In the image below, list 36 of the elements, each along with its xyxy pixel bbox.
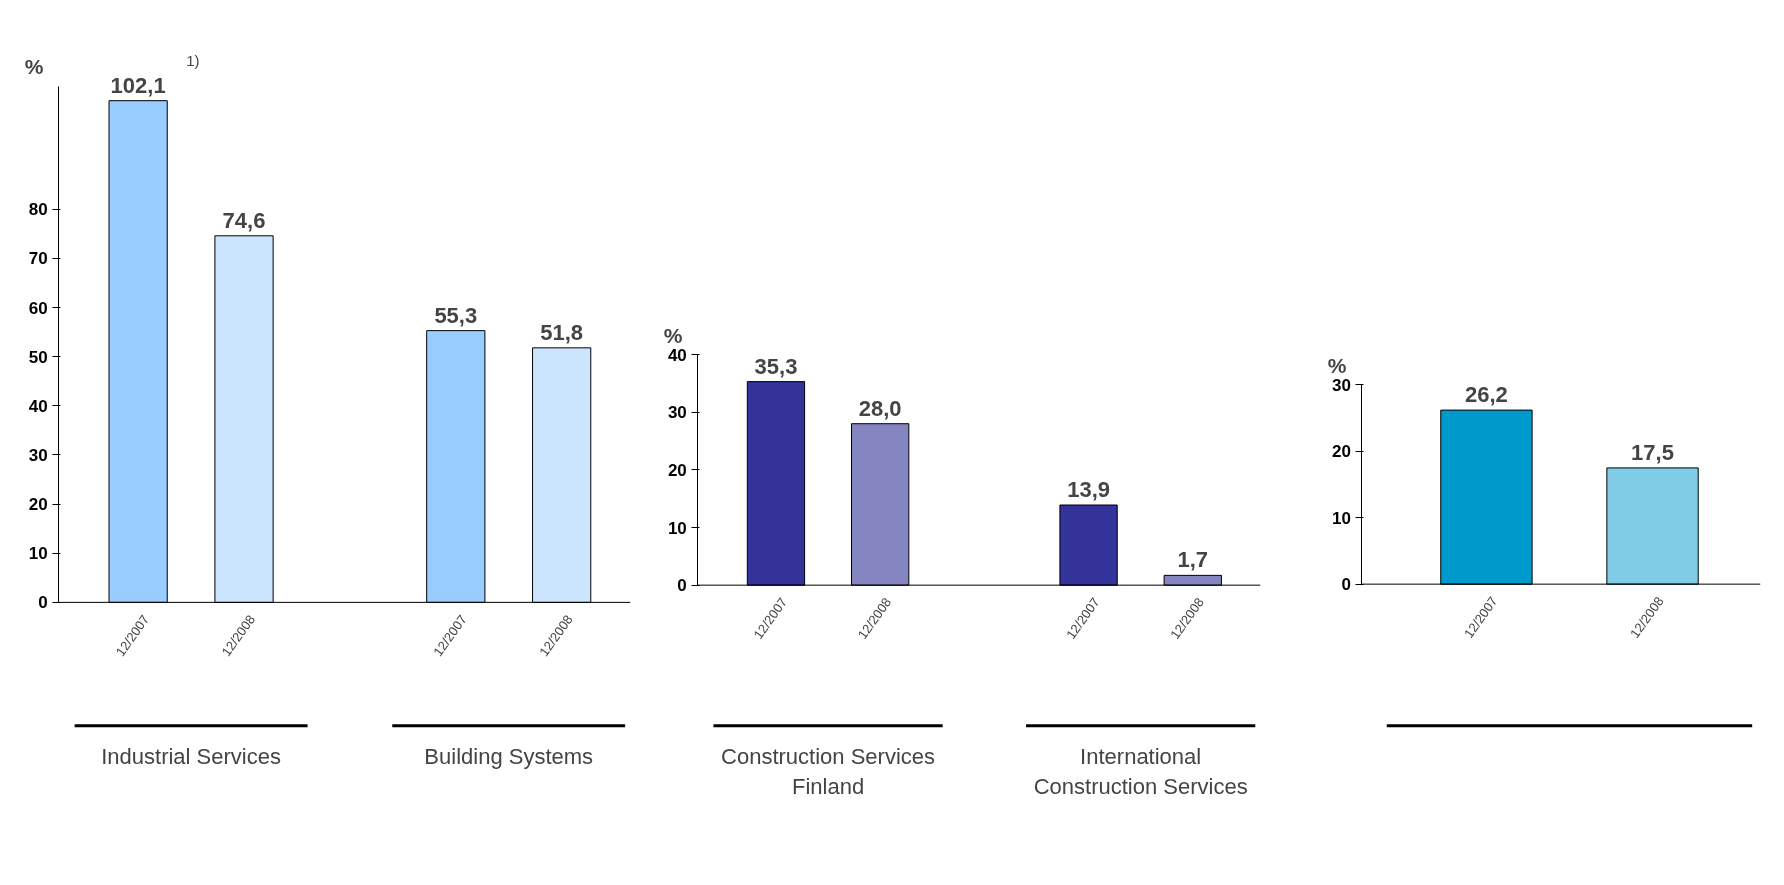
y-tick-label: 20 [28,495,48,515]
y-tick-label: 50 [28,347,48,367]
y-axis-title: % [24,55,44,79]
text: 1) [186,51,200,69]
data-label: 13,9 [1067,477,1110,503]
y-tick-label: 20 [667,460,687,480]
data-label: 28,0 [858,395,902,421]
y-tick-label: 10 [1331,508,1351,528]
data-label: 74,6 [222,207,266,233]
data-label: 35,3 [754,353,798,379]
data-label: 102,1 [110,72,166,98]
y-tick-label: 10 [28,544,48,564]
y-tick-label: 40 [667,345,687,365]
y-tick-label: 0 [677,576,687,596]
y-tick-label: 40 [28,396,48,416]
y-axis-title: % [663,323,683,347]
y-tick-label: 80 [28,200,48,220]
y-tick-label: 30 [667,403,687,423]
text: Industrial Services [101,743,281,769]
text: Construction Services Finland [721,743,936,799]
y-tick-label: 10 [667,518,687,538]
y-tick-label: 60 [28,298,48,318]
text: Building Systems [424,743,594,769]
y-tick-label: 20 [1331,442,1351,462]
y-tick-label: 70 [28,249,48,269]
data-label: 26,2 [1465,382,1508,408]
y-tick-label: 0 [1341,575,1351,595]
data-label: 1,7 [1177,547,1209,573]
data-label: 17,5 [1631,439,1674,465]
y-tick-label: 30 [28,445,48,465]
y-tick-label: 0 [38,593,48,613]
data-label: 51,8 [540,319,584,345]
y-axis-title: % [1327,353,1347,377]
text: International Construction Services [1033,743,1248,799]
y-tick-label: 30 [1331,375,1351,395]
data-label: 55,3 [434,302,478,328]
